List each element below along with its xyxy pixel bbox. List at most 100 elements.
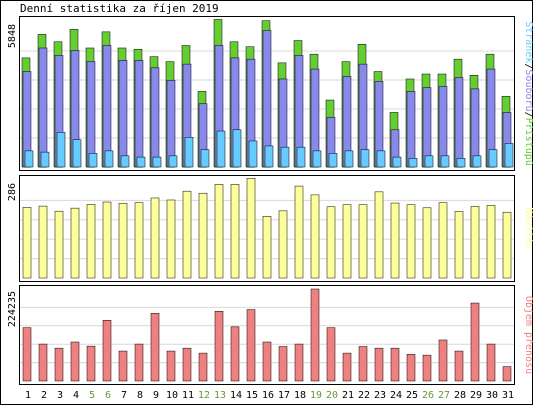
x-tick-label-day-9: 9 — [153, 390, 159, 401]
bar-pages-day-5 — [88, 153, 98, 168]
bar-visits-day-12 — [198, 192, 208, 279]
bar-volume-day-15 — [246, 309, 256, 382]
bar-volume-day-14 — [230, 326, 240, 382]
legend-part-3: / — [523, 112, 533, 118]
x-tick-label-day-19: 19 — [310, 390, 322, 401]
bar-pages-day-19 — [312, 150, 322, 168]
bar-pages-day-22 — [360, 149, 370, 168]
bar-pages-day-21 — [344, 150, 354, 168]
x-tick-label-day-25: 25 — [406, 390, 418, 401]
bar-volume-day-10 — [166, 350, 176, 382]
x-tick-label-day-11: 11 — [182, 390, 194, 401]
bar-pages-day-8 — [136, 156, 146, 168]
bar-visits-day-28 — [454, 211, 464, 279]
bar-visits-day-11 — [182, 190, 192, 279]
bar-pages-day-6 — [104, 150, 114, 168]
bar-volume-day-7 — [118, 350, 128, 382]
x-tick-label-day-10: 10 — [166, 390, 178, 401]
bar-pages-day-11 — [184, 136, 194, 168]
y-max-label-volume: 224235 — [7, 291, 18, 327]
bar-pages-day-14 — [232, 129, 242, 168]
y-max-label-requests: 5848 — [7, 24, 18, 48]
chart-title: Denní statistika za říjen 2019 — [20, 2, 219, 15]
bar-files-day-25 — [406, 91, 416, 168]
y-max-label-visits: 286 — [7, 183, 18, 201]
bar-visits-day-8 — [134, 202, 144, 279]
bar-pages-day-9 — [152, 156, 162, 168]
bar-visits-day-14 — [230, 184, 240, 279]
bar-pages-day-18 — [296, 146, 306, 168]
x-tick-label-day-6: 6 — [105, 390, 111, 401]
bar-pages-day-30 — [488, 149, 498, 168]
bar-volume-day-29 — [470, 302, 480, 382]
x-tick-label-day-26: 26 — [422, 390, 434, 401]
bar-volume-day-3 — [54, 347, 64, 382]
legend-part-0: Stránek — [523, 21, 533, 63]
x-tick-label-day-5: 5 — [89, 390, 95, 401]
bar-files-day-8 — [134, 60, 144, 168]
bar-visits-day-26 — [422, 207, 432, 279]
bar-visits-day-6 — [102, 201, 112, 279]
bar-visits-day-27 — [438, 202, 448, 279]
bar-pages-day-13 — [216, 130, 226, 168]
bar-pages-day-7 — [120, 155, 130, 168]
bar-visits-day-9 — [150, 197, 160, 279]
legend-part-2: Souborů — [523, 69, 533, 111]
x-tick-label-day-16: 16 — [262, 390, 274, 401]
bar-volume-day-27 — [438, 339, 448, 382]
bar-pages-day-31 — [504, 143, 514, 168]
x-tick-label-day-3: 3 — [57, 390, 63, 401]
legend-part-1: / — [523, 63, 533, 69]
bar-visits-day-24 — [390, 202, 400, 279]
bar-volume-day-25 — [406, 354, 416, 382]
x-tick-label-day-12: 12 — [198, 390, 210, 401]
bar-visits-day-3 — [54, 210, 64, 279]
bar-volume-day-23 — [374, 347, 384, 382]
x-tick-label-day-2: 2 — [41, 390, 47, 401]
bar-visits-day-4 — [70, 207, 80, 279]
bar-pages-day-1 — [24, 150, 34, 168]
bar-pages-day-10 — [168, 155, 178, 168]
bar-pages-day-17 — [280, 146, 290, 168]
bar-visits-day-17 — [278, 210, 288, 279]
x-tick-label-day-20: 20 — [326, 390, 338, 401]
x-tick-label-day-21: 21 — [342, 390, 354, 401]
x-tick-label-day-28: 28 — [454, 390, 466, 401]
x-tick-label-day-13: 13 — [214, 390, 226, 401]
bar-visits-day-20 — [326, 206, 336, 279]
bar-pages-day-26 — [424, 155, 434, 168]
bar-volume-day-28 — [454, 350, 464, 382]
x-tick-label-day-27: 27 — [438, 390, 450, 401]
bar-visits-day-15 — [246, 178, 256, 279]
bar-visits-day-13 — [214, 184, 224, 279]
bar-visits-day-18 — [294, 185, 304, 279]
bar-files-day-10 — [166, 79, 176, 168]
bar-pages-day-24 — [392, 156, 402, 168]
bar-visits-day-22 — [358, 204, 368, 279]
bar-visits-day-19 — [310, 194, 320, 279]
bar-pages-day-20 — [328, 153, 338, 168]
bar-visits-day-31 — [502, 211, 512, 279]
bar-visits-day-16 — [262, 216, 272, 279]
bar-volume-day-2 — [38, 343, 48, 382]
bar-visits-day-10 — [166, 199, 176, 279]
bar-pages-day-4 — [72, 139, 82, 168]
x-tick-label-day-15: 15 — [246, 390, 258, 401]
bar-files-day-7 — [118, 60, 128, 168]
bar-pages-day-3 — [56, 132, 66, 168]
bar-files-day-27 — [438, 86, 448, 168]
bar-files-day-28 — [454, 77, 464, 168]
bar-volume-day-11 — [182, 347, 192, 382]
bar-pages-day-28 — [456, 158, 466, 168]
bar-volume-day-24 — [390, 347, 400, 382]
bar-volume-day-26 — [422, 354, 432, 382]
x-tick-label-day-31: 31 — [502, 390, 514, 401]
bar-visits-day-29 — [470, 206, 480, 279]
bar-visits-day-30 — [486, 205, 496, 279]
bar-files-day-6 — [102, 45, 112, 168]
x-tick-label-day-7: 7 — [121, 390, 127, 401]
legend-part-4: Přístupů — [523, 118, 533, 166]
bar-volume-day-13 — [214, 311, 224, 382]
bar-pages-day-25 — [408, 158, 418, 168]
